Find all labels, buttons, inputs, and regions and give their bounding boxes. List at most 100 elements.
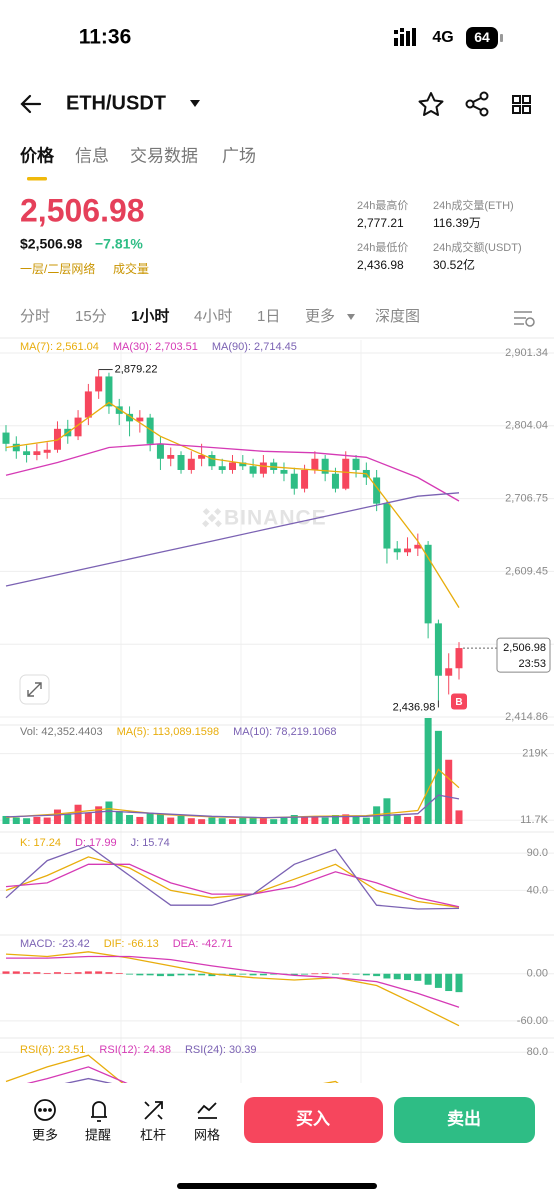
indicator-line [5, 492, 460, 587]
signal-icon [394, 28, 416, 46]
volume-bar [115, 811, 123, 824]
indicator-line [5, 768, 460, 819]
y-tick-label: 2,804.04 [505, 420, 548, 432]
macd-bar [146, 973, 154, 976]
interval[interactable]: 1小时 [131, 308, 169, 325]
toolbar-label[interactable]: 提醒 [85, 1127, 111, 1142]
tab[interactable]: 广场 [222, 146, 256, 165]
tab[interactable]: 信息 [75, 146, 109, 165]
y-tick-label: 2,901.34 [505, 347, 548, 359]
layout-button[interactable] [512, 95, 531, 114]
signal-badge[interactable] [451, 693, 467, 710]
macd-bar [393, 973, 401, 980]
interval[interactable]: 分时 [20, 308, 50, 325]
network: 4G [432, 29, 453, 46]
interval[interactable]: 深度图 [375, 308, 420, 325]
y-tick-label: 2,414.86 [505, 711, 548, 723]
volume-bar [126, 815, 134, 824]
interval[interactable]: 15分 [75, 308, 107, 325]
legend-entry: RSI(24): 30.39 [185, 1044, 257, 1056]
toolbar-label[interactable]: 网格 [194, 1127, 220, 1142]
indicator-line [5, 951, 460, 1027]
y-tick-label: 40.0 [527, 884, 548, 896]
legend-entry: Vol: 42,352.4403 [20, 726, 103, 738]
tag[interactable]: 成交量 [113, 261, 149, 276]
interval[interactable]: 1日 [257, 308, 280, 325]
indicator-line [5, 863, 460, 908]
last-price-label: 2,506.98 [503, 642, 546, 654]
battery-cap [500, 34, 503, 42]
macd-bar [362, 973, 370, 976]
volume-bar [208, 817, 216, 824]
y-tick-label: 11.7K [520, 814, 549, 826]
last-price: 2,506.98 [20, 192, 145, 228]
macd-bar [2, 971, 10, 974]
toolbar-label[interactable]: 杠杆 [140, 1127, 166, 1142]
volume-bar [311, 815, 319, 824]
candle-body [187, 458, 195, 470]
volume-bar [64, 814, 72, 824]
more-dropdown[interactable] [347, 314, 355, 320]
volume-bar [177, 815, 185, 824]
macd-bar [53, 972, 61, 974]
y-tick-label: 90.0 [527, 847, 548, 859]
volume-bar [33, 816, 41, 824]
macd-bar [136, 973, 144, 976]
candle-body [84, 391, 92, 418]
macd-bar [290, 973, 298, 976]
volume-bar [146, 812, 154, 824]
macd-bar [115, 972, 123, 974]
macd-bar [95, 971, 103, 974]
macd-bar [23, 972, 31, 974]
tab[interactable]: 价格 [20, 145, 55, 165]
stat-label: 24h最高价 [357, 198, 408, 212]
buy-button[interactable] [244, 1097, 383, 1143]
pair-dropdown[interactable] [190, 100, 200, 107]
macd-bar [342, 973, 350, 975]
macd-bar [208, 973, 216, 977]
volume-bar [342, 814, 350, 824]
sell-button[interactable] [394, 1097, 535, 1143]
expand-button[interactable] [19, 674, 50, 705]
macd-bar [404, 973, 412, 981]
legend-entry: MACD: -23.42 [20, 938, 90, 950]
candle-body [373, 477, 381, 504]
tab[interactable]: 交易数据 [130, 146, 198, 165]
macd-bar [249, 973, 257, 976]
stat-label: 24h成交额(USDT) [433, 240, 522, 254]
pair-title[interactable]: ETH/USDT [66, 92, 166, 114]
sell-label[interactable]: 卖出 [447, 1108, 481, 1128]
indicator-line [5, 794, 460, 819]
volume-bar [280, 817, 288, 824]
volume-bar [23, 818, 31, 824]
chart-settings[interactable] [514, 311, 535, 327]
volume-bar [239, 817, 247, 824]
volume-bar [301, 816, 309, 824]
buy-label[interactable]: 买入 [296, 1109, 330, 1128]
legend-entry: J: 15.74 [131, 837, 170, 849]
candle-body [105, 376, 113, 407]
volume-bar [53, 809, 61, 824]
volume-bar [218, 818, 226, 824]
favorite-button[interactable] [418, 92, 444, 116]
candle-body [95, 376, 103, 392]
candle-body [208, 455, 216, 467]
candle-body [115, 406, 123, 414]
macd-bar [414, 973, 422, 981]
y-tick-label: 2,609.45 [505, 565, 548, 577]
candle-body [301, 469, 309, 489]
chart-panel: 219K 11.7K Vol: 42,352.4403 MA(5): 113,089.… [0, 718, 554, 826]
macd-bar [156, 973, 164, 977]
tag[interactable]: 一层/二层网络 [20, 261, 95, 276]
share-button[interactable] [465, 91, 489, 117]
watermark-logo [202, 508, 222, 528]
toolbar-label[interactable]: 更多 [32, 1127, 58, 1142]
y-tick-label: 80.0 [527, 1046, 548, 1058]
stat-label: 24h成交量(ETH) [433, 198, 514, 212]
macd-bar [259, 973, 267, 976]
back-button[interactable] [20, 94, 42, 114]
volume-bar [12, 817, 20, 824]
volume-bar [455, 810, 463, 824]
interval[interactable]: 更多 [305, 308, 335, 325]
interval[interactable]: 4小时 [194, 308, 232, 325]
